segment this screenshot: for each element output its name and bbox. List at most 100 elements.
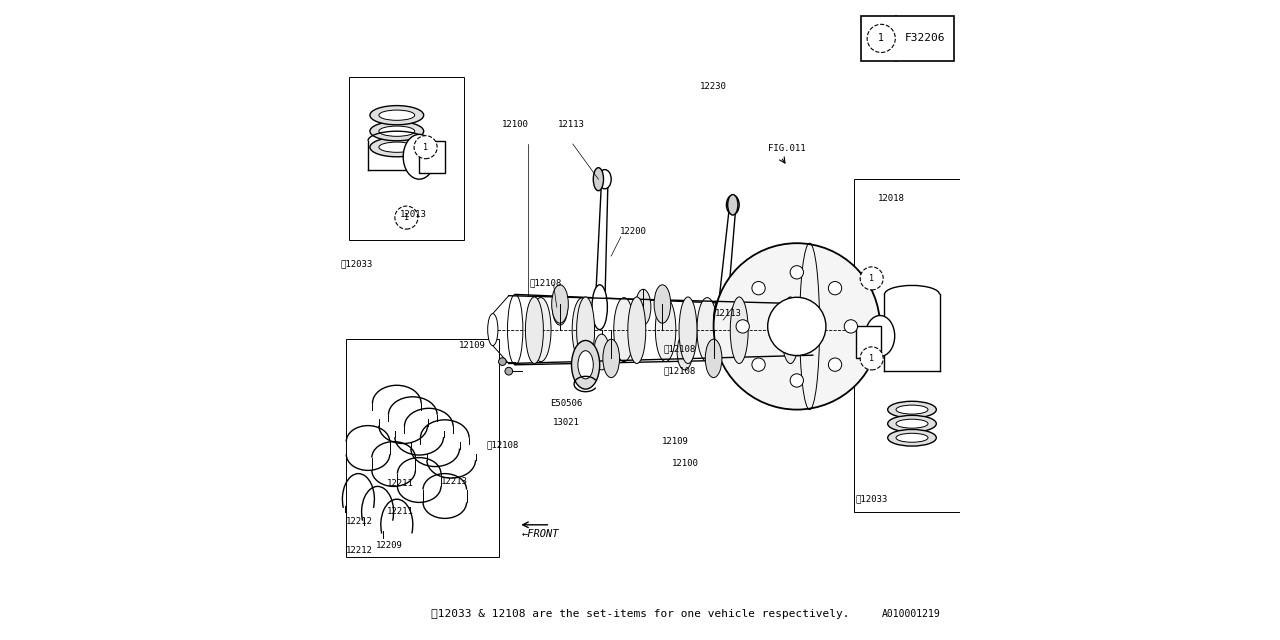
Ellipse shape [614,298,635,362]
Text: 1: 1 [869,354,874,363]
Ellipse shape [727,195,739,215]
Ellipse shape [813,307,826,358]
Ellipse shape [887,415,937,432]
Ellipse shape [727,195,740,214]
Ellipse shape [370,106,424,125]
Ellipse shape [887,401,937,418]
Ellipse shape [594,168,604,191]
Ellipse shape [488,314,498,346]
Ellipse shape [499,358,506,365]
Text: 12013: 12013 [399,210,426,219]
Circle shape [714,243,881,410]
Text: 12212: 12212 [347,517,372,526]
Text: 12109: 12109 [662,437,689,446]
Circle shape [790,374,804,387]
Text: 12100: 12100 [672,460,698,468]
Ellipse shape [730,297,749,364]
Ellipse shape [896,419,928,428]
Circle shape [415,136,438,159]
Text: 1: 1 [424,143,428,152]
Circle shape [867,24,895,52]
Text: FIG.011: FIG.011 [768,144,806,153]
Text: 13021: 13021 [553,418,580,427]
Ellipse shape [594,334,609,370]
Circle shape [828,282,842,295]
Text: ←FRONT: ←FRONT [522,529,559,540]
Text: 12209: 12209 [376,541,402,550]
Ellipse shape [719,289,735,325]
Ellipse shape [654,285,671,323]
Ellipse shape [403,134,435,179]
Ellipse shape [508,294,524,365]
Ellipse shape [576,297,594,364]
Text: ※12108: ※12108 [529,278,562,287]
Ellipse shape [698,298,718,362]
Text: ※12033: ※12033 [340,259,374,268]
Text: 12213: 12213 [442,477,467,486]
Text: ※12033: ※12033 [855,495,888,504]
Text: 12200: 12200 [621,227,646,236]
Ellipse shape [379,142,415,152]
Text: 1: 1 [869,274,874,283]
Ellipse shape [572,298,593,362]
Text: ※12108: ※12108 [663,367,696,376]
Ellipse shape [379,110,415,120]
Ellipse shape [370,122,424,141]
Ellipse shape [571,340,599,389]
Ellipse shape [504,367,512,375]
Circle shape [860,347,883,370]
Ellipse shape [896,433,928,442]
Text: 12113: 12113 [716,309,741,318]
Ellipse shape [655,298,676,362]
Circle shape [845,320,858,333]
Circle shape [768,297,826,356]
Ellipse shape [553,289,568,325]
Ellipse shape [896,405,928,414]
Ellipse shape [773,298,794,362]
Text: 12230: 12230 [700,82,727,91]
Circle shape [828,358,842,371]
Bar [860,16,954,61]
Text: A010001219: A010001219 [882,609,941,620]
Ellipse shape [552,285,568,323]
Ellipse shape [781,297,799,364]
Ellipse shape [735,298,755,362]
Circle shape [751,358,765,371]
Ellipse shape [714,298,730,342]
Text: 12211: 12211 [387,479,413,488]
Text: 1: 1 [878,33,884,44]
Ellipse shape [678,297,698,364]
Bar [420,141,445,173]
Text: 12212: 12212 [347,546,372,555]
Ellipse shape [603,339,620,378]
Text: 12113: 12113 [558,120,585,129]
Circle shape [790,266,804,279]
Text: ※12108: ※12108 [486,440,518,449]
Ellipse shape [593,285,608,330]
Text: 1: 1 [404,213,408,222]
Text: F32206: F32206 [905,33,945,44]
Ellipse shape [379,126,415,136]
Ellipse shape [636,289,652,325]
Ellipse shape [599,170,612,189]
Text: 12018: 12018 [878,194,904,203]
Ellipse shape [627,297,646,364]
Text: ※12108: ※12108 [663,344,696,353]
Ellipse shape [530,298,550,362]
Circle shape [751,282,765,295]
Circle shape [860,267,883,290]
Text: 12100: 12100 [502,120,529,129]
Ellipse shape [705,339,722,378]
Text: ※12033 & 12108 are the set-items for one vehicle respectively.: ※12033 & 12108 are the set-items for one… [431,609,849,620]
Bar [856,326,881,358]
Ellipse shape [865,316,895,356]
Circle shape [736,320,749,333]
Ellipse shape [887,429,937,446]
Ellipse shape [370,138,424,157]
Ellipse shape [579,351,593,379]
Text: 12109: 12109 [460,341,485,350]
Text: 12211: 12211 [387,508,413,516]
Ellipse shape [677,334,692,370]
Circle shape [394,206,417,229]
Ellipse shape [525,297,544,364]
